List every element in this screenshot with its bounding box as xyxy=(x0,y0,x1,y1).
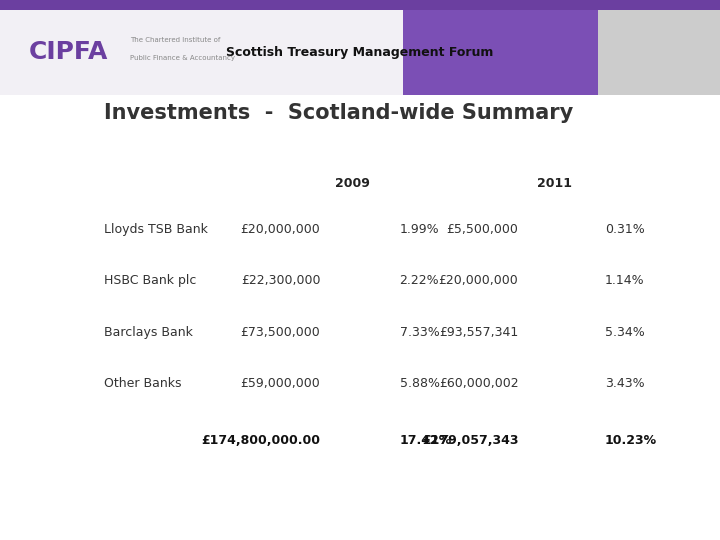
Text: £20,000,000: £20,000,000 xyxy=(438,274,518,287)
Text: £179,057,343: £179,057,343 xyxy=(422,434,518,447)
Text: Public Finance & Accountancy: Public Finance & Accountancy xyxy=(130,55,235,60)
Text: 5.88%: 5.88% xyxy=(400,377,440,390)
Text: 10.23%: 10.23% xyxy=(605,434,657,447)
Text: CIPFA: CIPFA xyxy=(29,40,108,64)
Text: 2009: 2009 xyxy=(336,177,370,190)
Text: 5.34%: 5.34% xyxy=(605,326,644,339)
Text: 1.14%: 1.14% xyxy=(605,274,644,287)
Text: Lloyds TSB Bank: Lloyds TSB Bank xyxy=(104,223,208,236)
Text: 17.42%: 17.42% xyxy=(400,434,452,447)
Bar xyxy=(598,10,720,94)
Text: £93,557,341: £93,557,341 xyxy=(439,326,518,339)
Text: The Chartered Institute of: The Chartered Institute of xyxy=(130,37,220,43)
Text: 3.43%: 3.43% xyxy=(605,377,644,390)
Text: 1.99%: 1.99% xyxy=(400,223,439,236)
Text: 0.31%: 0.31% xyxy=(605,223,644,236)
Text: Barclays Bank: Barclays Bank xyxy=(104,326,193,339)
Bar xyxy=(403,10,720,94)
Text: Other Banks: Other Banks xyxy=(104,377,182,390)
Text: £22,300,000: £22,300,000 xyxy=(241,274,320,287)
Text: £73,500,000: £73,500,000 xyxy=(240,326,320,339)
Text: £5,500,000: £5,500,000 xyxy=(446,223,518,236)
Bar xyxy=(0,0,720,10)
Bar xyxy=(0,10,403,94)
Text: £60,000,002: £60,000,002 xyxy=(438,377,518,390)
Text: £59,000,000: £59,000,000 xyxy=(240,377,320,390)
Text: HSBC Bank plc: HSBC Bank plc xyxy=(104,274,197,287)
Text: 7.33%: 7.33% xyxy=(400,326,439,339)
Text: Scottish Treasury Management Forum: Scottish Treasury Management Forum xyxy=(226,45,494,59)
Text: 2011: 2011 xyxy=(537,177,572,190)
Text: £20,000,000: £20,000,000 xyxy=(240,223,320,236)
Text: 2.22%: 2.22% xyxy=(400,274,439,287)
Text: £174,800,000.00: £174,800,000.00 xyxy=(202,434,320,447)
Text: Investments  -  Scotland-wide Summary: Investments - Scotland-wide Summary xyxy=(104,103,574,124)
